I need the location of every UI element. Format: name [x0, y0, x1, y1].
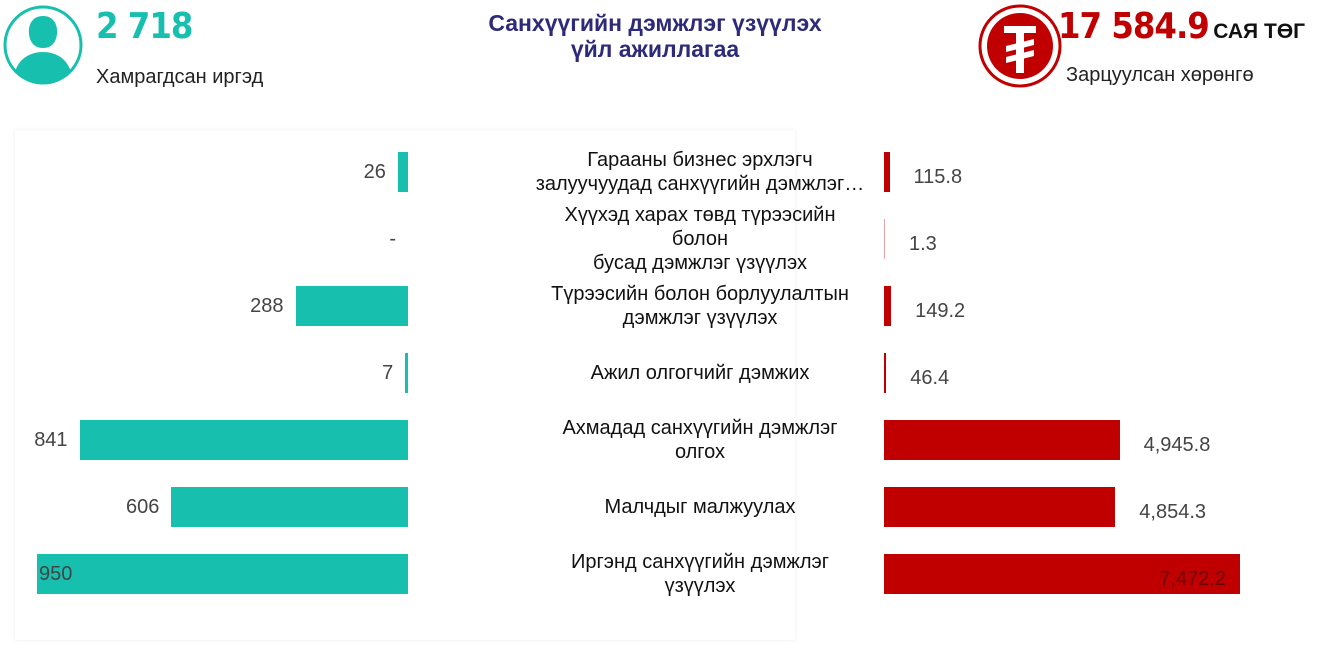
value-label: 4,854.3 [1139, 501, 1206, 523]
value-label: 4,945.8 [1143, 434, 1211, 456]
bar [884, 554, 1240, 594]
bar [884, 286, 892, 326]
category-label: Хүүхэд харах төвд түрээсийн болон бусад … [564, 204, 836, 274]
category-label: Иргэнд санхүүгийн дэмжлэг үзүүлэх [570, 551, 830, 597]
people-value: 2 718 [96, 6, 193, 47]
bar [37, 554, 408, 594]
people-label: Хамрагдсан иргэд [96, 66, 264, 88]
category-label: Гарааны бизнес эрхлэгч залуучуудад санхү… [535, 149, 865, 195]
bar [295, 286, 408, 326]
money-unit: САЯ ТӨГ [1213, 20, 1306, 43]
value-label: 1.3 [909, 233, 937, 255]
value-label: 841 [34, 429, 68, 451]
bar [884, 420, 1120, 460]
value-label: 46.4 [910, 367, 950, 389]
bar [397, 152, 408, 192]
money-block: 17 584.9 САЯ ТӨГ [1058, 6, 1305, 47]
value-label: 26 [363, 161, 386, 183]
value-label: 950 [39, 563, 73, 585]
bar [405, 353, 408, 393]
bar [79, 420, 408, 460]
category-label: Малчдыг малжуулах [604, 496, 796, 518]
category-label: Ахмадад санхүүгийн дэмжлэг олгох [562, 417, 838, 463]
category-label: Түрээсийн болон борлуулалтын дэмжлэг үзү… [551, 283, 849, 329]
title: Санхүүгийн дэмжлэг үзүүлэх үйл ажиллагаа [488, 10, 822, 62]
bar [884, 353, 887, 393]
value-label: 115.8 [913, 166, 963, 188]
bar [884, 219, 885, 259]
value-label: - [389, 228, 396, 250]
value-label: 149.2 [915, 300, 966, 322]
value-label: 7 [382, 362, 394, 384]
person-icon [3, 5, 83, 85]
bar [884, 487, 1116, 527]
money-label: Зарцуулсан хөрөнгө [1066, 64, 1254, 86]
bar [171, 487, 408, 527]
value-label: 606 [125, 496, 160, 518]
money-value: 17 584.9 [1058, 6, 1210, 47]
bar [884, 152, 890, 192]
tugrik-icon [978, 4, 1062, 88]
category-label: Ажил олгогчийг дэмжих [590, 362, 810, 384]
value-label: 7,472.2 [1159, 568, 1226, 590]
value-label: 288 [250, 295, 284, 317]
